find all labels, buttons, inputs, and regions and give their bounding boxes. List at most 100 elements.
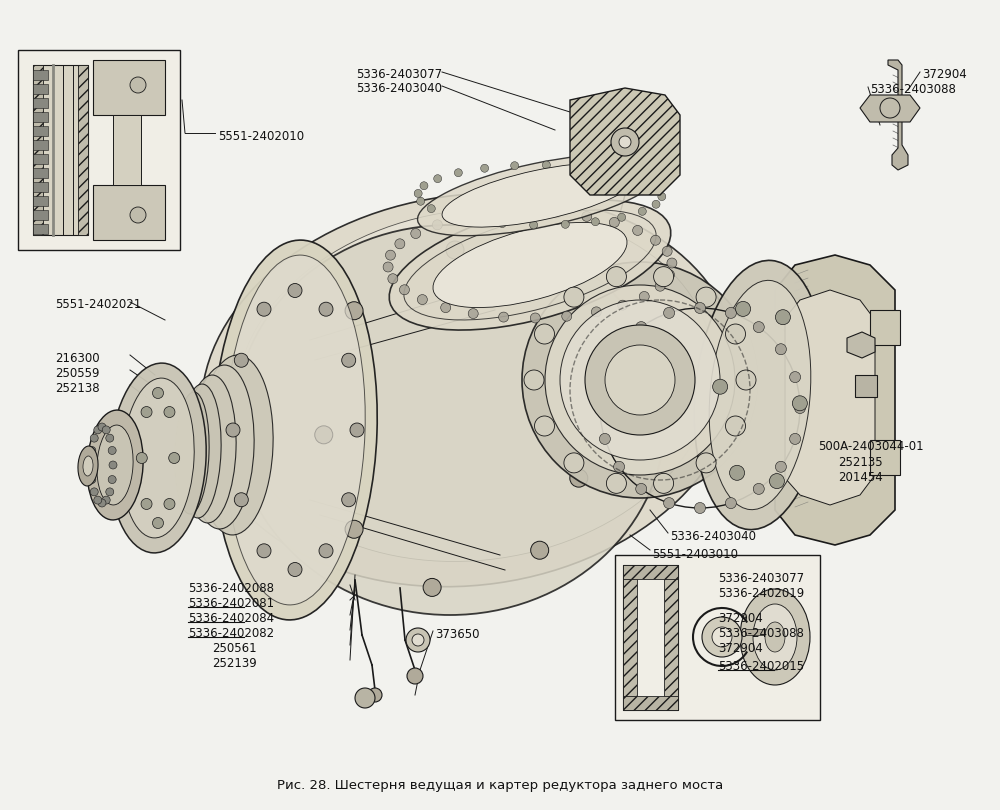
Ellipse shape [235, 225, 665, 615]
Circle shape [417, 198, 425, 205]
Circle shape [345, 302, 363, 320]
Circle shape [446, 241, 464, 259]
Circle shape [388, 274, 398, 284]
Circle shape [257, 302, 271, 316]
Ellipse shape [236, 208, 714, 561]
Circle shape [234, 353, 248, 367]
Circle shape [411, 228, 421, 238]
Ellipse shape [213, 240, 377, 620]
Ellipse shape [201, 194, 739, 586]
Ellipse shape [442, 163, 638, 227]
Text: 500A-2403044-01: 500A-2403044-01 [818, 440, 924, 453]
Circle shape [520, 207, 530, 217]
Ellipse shape [605, 345, 675, 415]
Text: 5336-2403040: 5336-2403040 [356, 82, 442, 95]
Circle shape [434, 175, 442, 183]
Ellipse shape [585, 325, 695, 435]
Text: 5336-2403088: 5336-2403088 [870, 83, 956, 96]
Circle shape [599, 433, 610, 445]
Text: 5336-2403077: 5336-2403077 [356, 68, 442, 81]
Text: 5336-2402088: 5336-2402088 [188, 582, 274, 595]
FancyBboxPatch shape [33, 154, 48, 164]
Ellipse shape [522, 262, 758, 498]
Circle shape [736, 370, 756, 390]
Circle shape [606, 473, 626, 493]
Circle shape [712, 627, 732, 647]
Ellipse shape [78, 446, 98, 486]
Circle shape [417, 295, 427, 305]
Circle shape [726, 324, 746, 344]
FancyBboxPatch shape [18, 50, 180, 250]
Circle shape [530, 221, 538, 229]
Text: 5336-2402082: 5336-2402082 [188, 627, 274, 640]
Circle shape [602, 166, 610, 174]
Circle shape [636, 484, 647, 494]
Circle shape [570, 353, 588, 371]
FancyBboxPatch shape [623, 565, 637, 710]
Ellipse shape [190, 365, 254, 529]
Circle shape [591, 307, 601, 317]
FancyBboxPatch shape [615, 555, 820, 720]
Circle shape [94, 426, 102, 434]
Circle shape [395, 239, 405, 249]
Circle shape [564, 453, 584, 473]
Circle shape [725, 497, 736, 509]
Text: 5551-2402021: 5551-2402021 [55, 298, 141, 311]
Circle shape [775, 309, 790, 325]
Ellipse shape [87, 410, 143, 520]
Polygon shape [860, 95, 920, 122]
Circle shape [726, 416, 746, 436]
Circle shape [645, 177, 653, 185]
Text: 5551-2403010: 5551-2403010 [652, 548, 738, 561]
Circle shape [606, 266, 626, 287]
Ellipse shape [545, 285, 735, 475]
Circle shape [130, 77, 146, 93]
Ellipse shape [110, 363, 206, 553]
Circle shape [639, 292, 649, 301]
Circle shape [414, 190, 422, 198]
Text: 5336-2403088: 5336-2403088 [718, 627, 804, 640]
Circle shape [627, 171, 635, 179]
Circle shape [141, 407, 152, 417]
Text: 372904: 372904 [718, 612, 763, 625]
Circle shape [665, 270, 675, 279]
FancyBboxPatch shape [33, 98, 48, 108]
FancyBboxPatch shape [664, 565, 678, 710]
Circle shape [481, 164, 489, 173]
Circle shape [655, 281, 665, 291]
Circle shape [445, 211, 453, 219]
Text: 5336-2402084: 5336-2402084 [188, 612, 274, 625]
FancyBboxPatch shape [623, 565, 678, 710]
Circle shape [98, 423, 106, 431]
FancyBboxPatch shape [113, 115, 141, 185]
Text: 252135: 252135 [838, 456, 883, 469]
Circle shape [164, 407, 175, 417]
Circle shape [106, 434, 114, 442]
Text: 372904: 372904 [718, 642, 763, 655]
Circle shape [169, 453, 180, 463]
Text: 5551-2402010: 5551-2402010 [218, 130, 304, 143]
Ellipse shape [175, 392, 209, 514]
Ellipse shape [560, 300, 720, 460]
Circle shape [694, 502, 706, 514]
Circle shape [696, 287, 716, 307]
Circle shape [412, 634, 424, 646]
Ellipse shape [83, 456, 93, 476]
Circle shape [406, 628, 430, 652]
FancyBboxPatch shape [33, 112, 48, 122]
Circle shape [488, 209, 498, 219]
FancyBboxPatch shape [33, 126, 48, 136]
Circle shape [652, 200, 660, 208]
FancyBboxPatch shape [93, 60, 165, 115]
Ellipse shape [765, 622, 785, 652]
Circle shape [342, 353, 356, 367]
Circle shape [664, 307, 675, 318]
Circle shape [87, 461, 95, 469]
Circle shape [499, 312, 509, 322]
Circle shape [407, 668, 423, 684]
Circle shape [662, 246, 672, 256]
Text: 250561: 250561 [212, 642, 257, 655]
Text: 372904: 372904 [922, 68, 967, 81]
Circle shape [468, 309, 478, 318]
Text: 252138: 252138 [55, 382, 100, 395]
